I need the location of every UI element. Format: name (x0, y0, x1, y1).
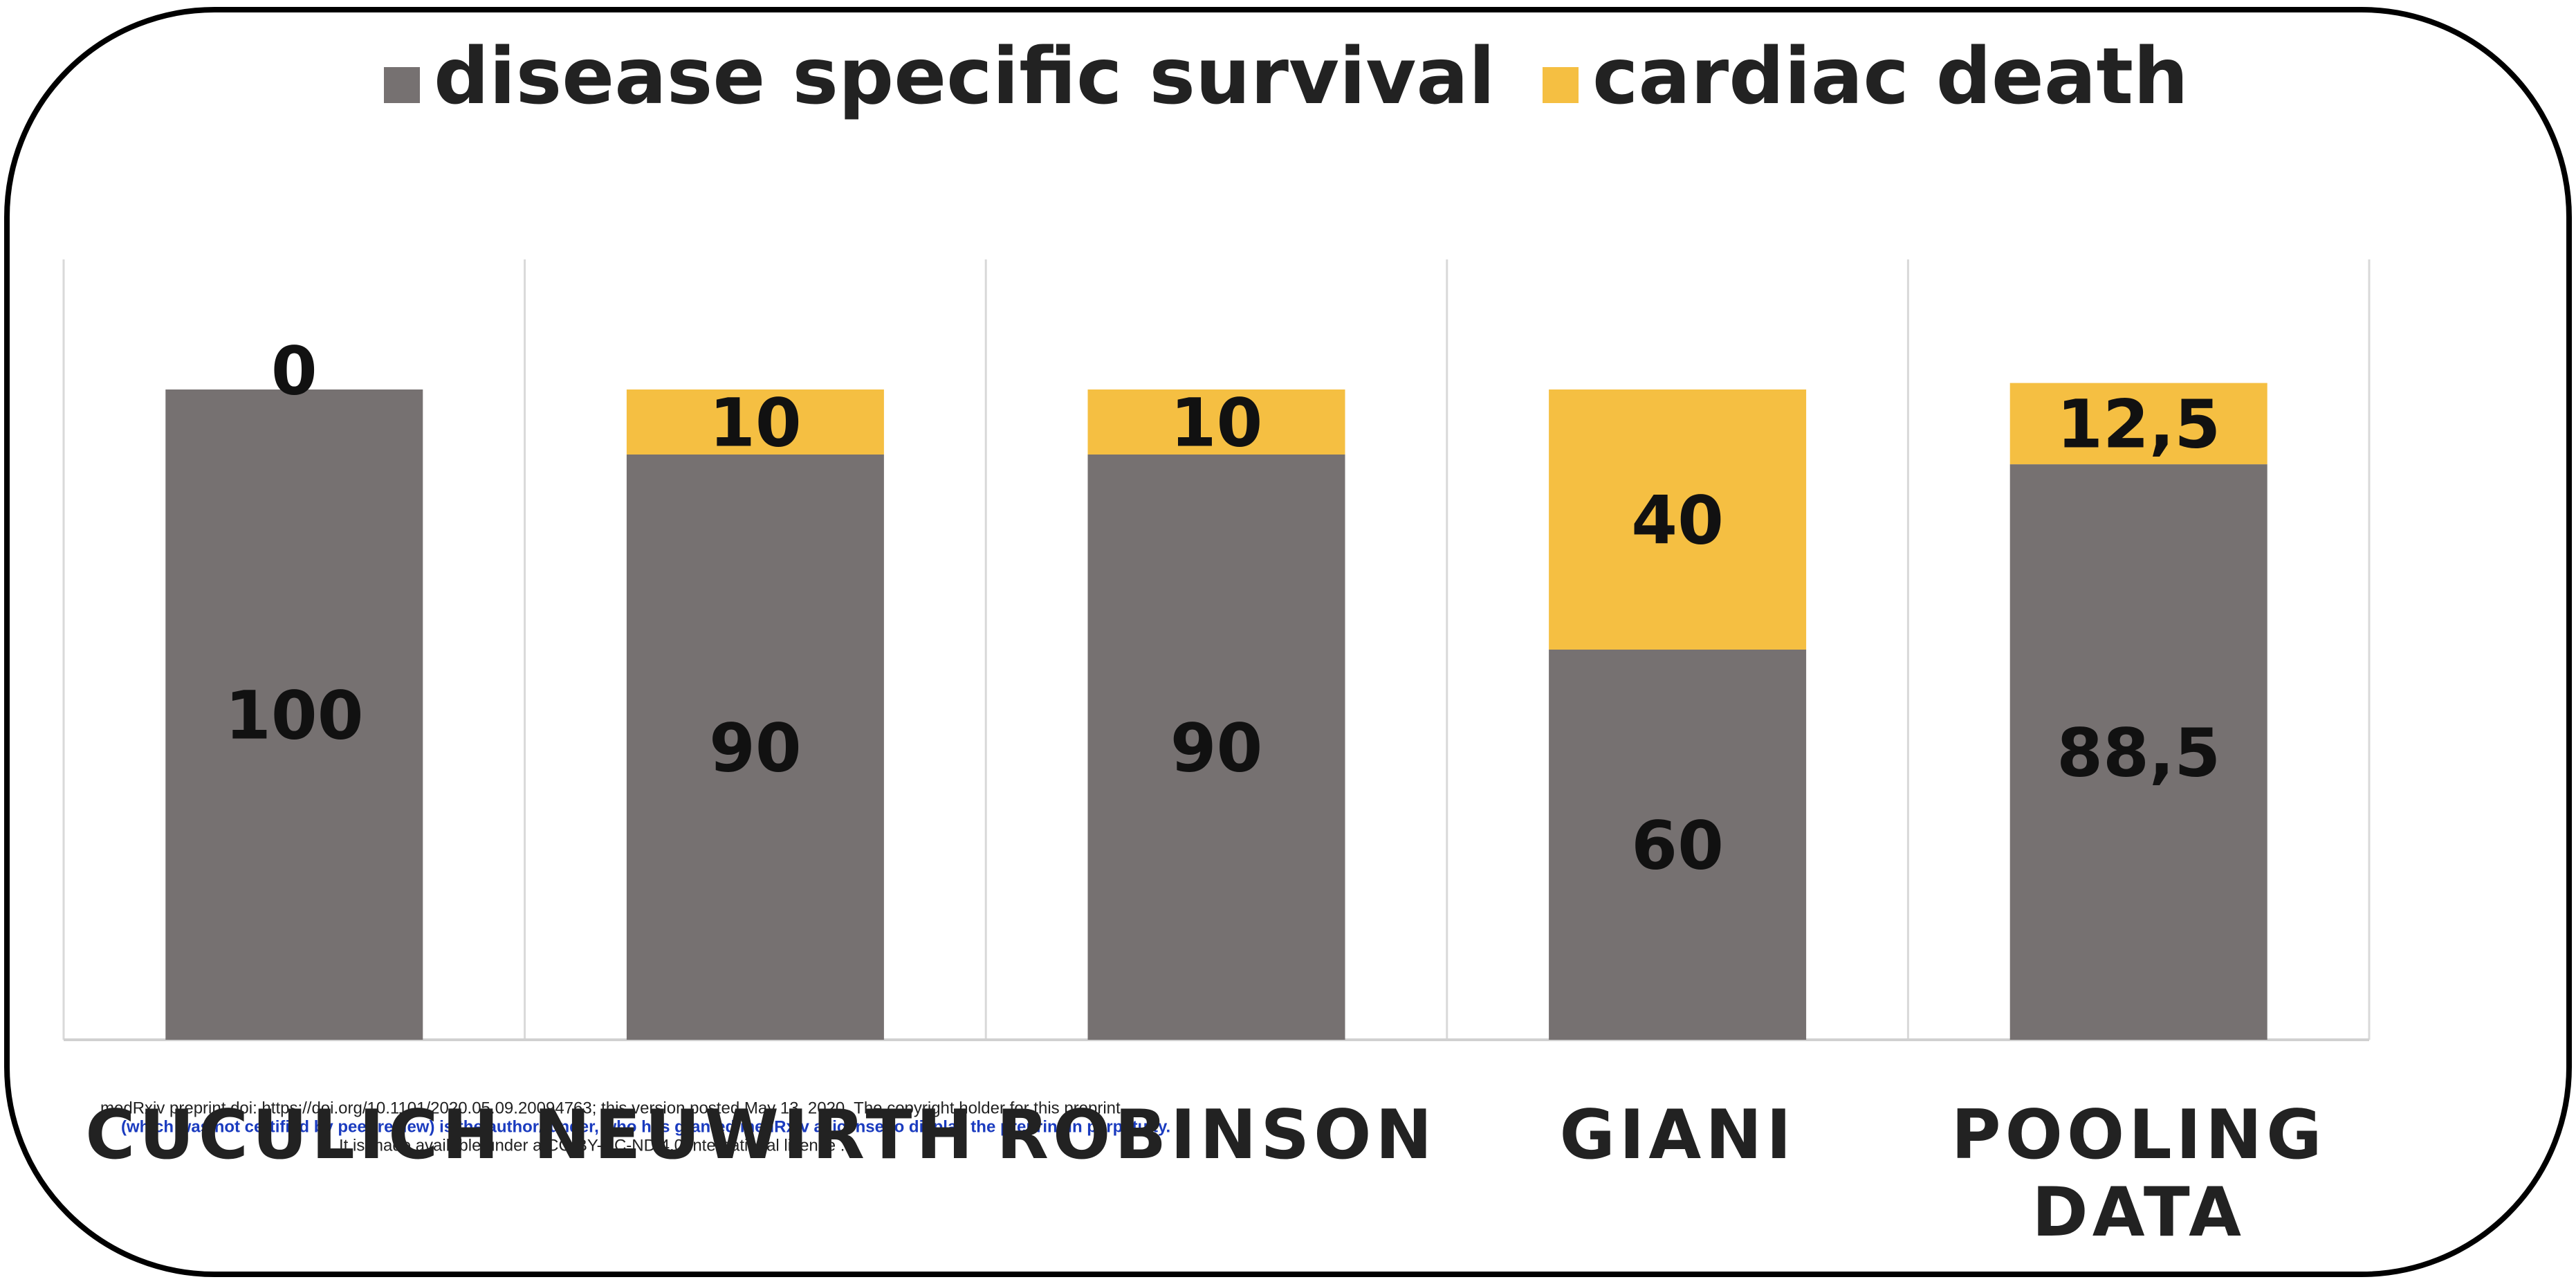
bar-segment (1087, 455, 1345, 1040)
data-label: 90 (709, 709, 802, 787)
bar-segment (1549, 389, 1807, 650)
bar-segment (1549, 650, 1807, 1040)
bar-segment (1087, 389, 1345, 455)
data-label: 0 (271, 332, 318, 410)
x-tick-label: CUCULICH (85, 1096, 504, 1175)
legend-swatch (384, 67, 420, 103)
data-label: 88,5 (2057, 714, 2220, 791)
frame (4, 7, 2572, 1277)
data-label: 40 (1631, 482, 1724, 559)
annotation: It is made available under a CC-BY-NC-ND… (339, 1136, 845, 1155)
x-tick-label: ROBINSON (996, 1096, 1437, 1175)
bar-segment (2009, 464, 2267, 1040)
legend-swatch (1543, 67, 1579, 103)
annotation: (which was not certified by peer review)… (121, 1117, 1170, 1136)
data-label: 12,5 (2057, 386, 2220, 464)
data-label: 60 (1631, 807, 1724, 884)
bar-segment (2009, 383, 2267, 465)
x-tick-label: GIANI (1559, 1096, 1796, 1175)
legend-label: disease specific survival (434, 32, 1495, 122)
bar-segment (626, 389, 884, 455)
bar-segment (165, 389, 423, 1040)
bar-segment (626, 455, 884, 1040)
data-label: 90 (1170, 709, 1263, 787)
x-tick-label: NEUWIRTH (533, 1096, 977, 1175)
data-label: 100 (225, 677, 363, 754)
annotation: medRxiv preprint doi: https://doi.org/10… (100, 1099, 1121, 1117)
data-label: 10 (1170, 384, 1263, 461)
x-tick-label: POOLING DATA (1951, 1096, 2326, 1252)
data-label: 10 (709, 384, 802, 461)
legend-label: cardiac death (1592, 32, 2189, 122)
